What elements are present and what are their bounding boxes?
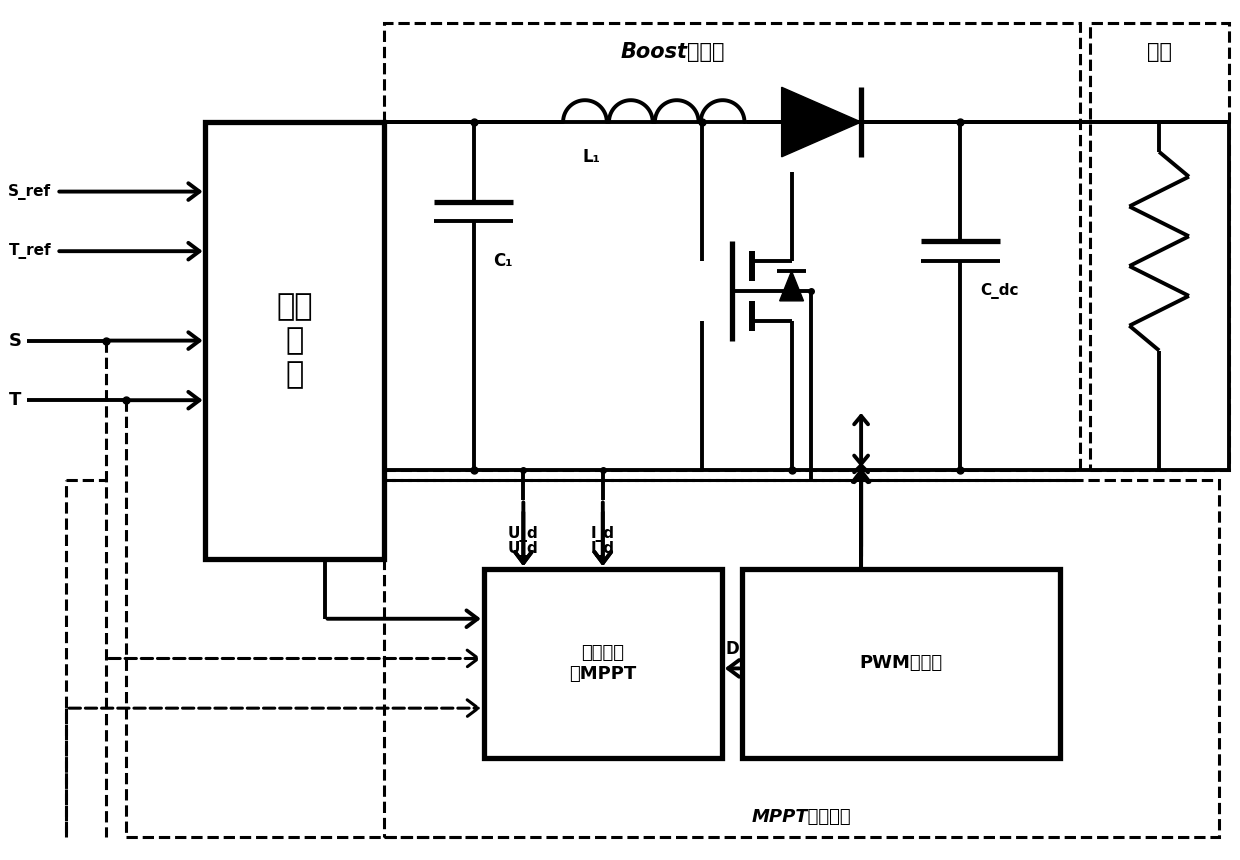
Text: U_d: U_d	[508, 541, 538, 557]
Bar	[484, 569, 722, 758]
Text: I_d: I_d	[590, 541, 615, 557]
Text: U_d: U_d	[508, 526, 538, 543]
Bar	[1090, 22, 1229, 470]
Text: MPPT控制单元: MPPT控制单元	[751, 808, 852, 826]
Text: S: S	[9, 332, 21, 350]
Polygon shape	[780, 271, 804, 301]
Polygon shape	[781, 87, 861, 157]
Text: S_ref: S_ref	[9, 183, 52, 200]
Text: PWM发生器: PWM发生器	[859, 654, 942, 673]
Text: 光伏
阵
列: 光伏 阵 列	[277, 292, 314, 389]
Text: L₁: L₁	[583, 148, 601, 166]
Text: T_ref: T_ref	[9, 243, 52, 259]
Bar	[384, 22, 1080, 470]
Bar	[742, 569, 1060, 758]
Text: Boost变换器: Boost变换器	[620, 42, 724, 63]
Text: 负载: 负载	[1147, 42, 1172, 63]
Text: C₁: C₁	[494, 252, 513, 270]
Text: T: T	[9, 391, 21, 409]
Text: C_dc: C_dc	[981, 283, 1019, 299]
Text: I_d: I_d	[590, 526, 615, 543]
Bar	[206, 122, 384, 559]
Text: D: D	[725, 640, 739, 658]
Text: 带热备用
的MPPT: 带热备用 的MPPT	[569, 644, 636, 683]
Bar	[384, 480, 1219, 838]
